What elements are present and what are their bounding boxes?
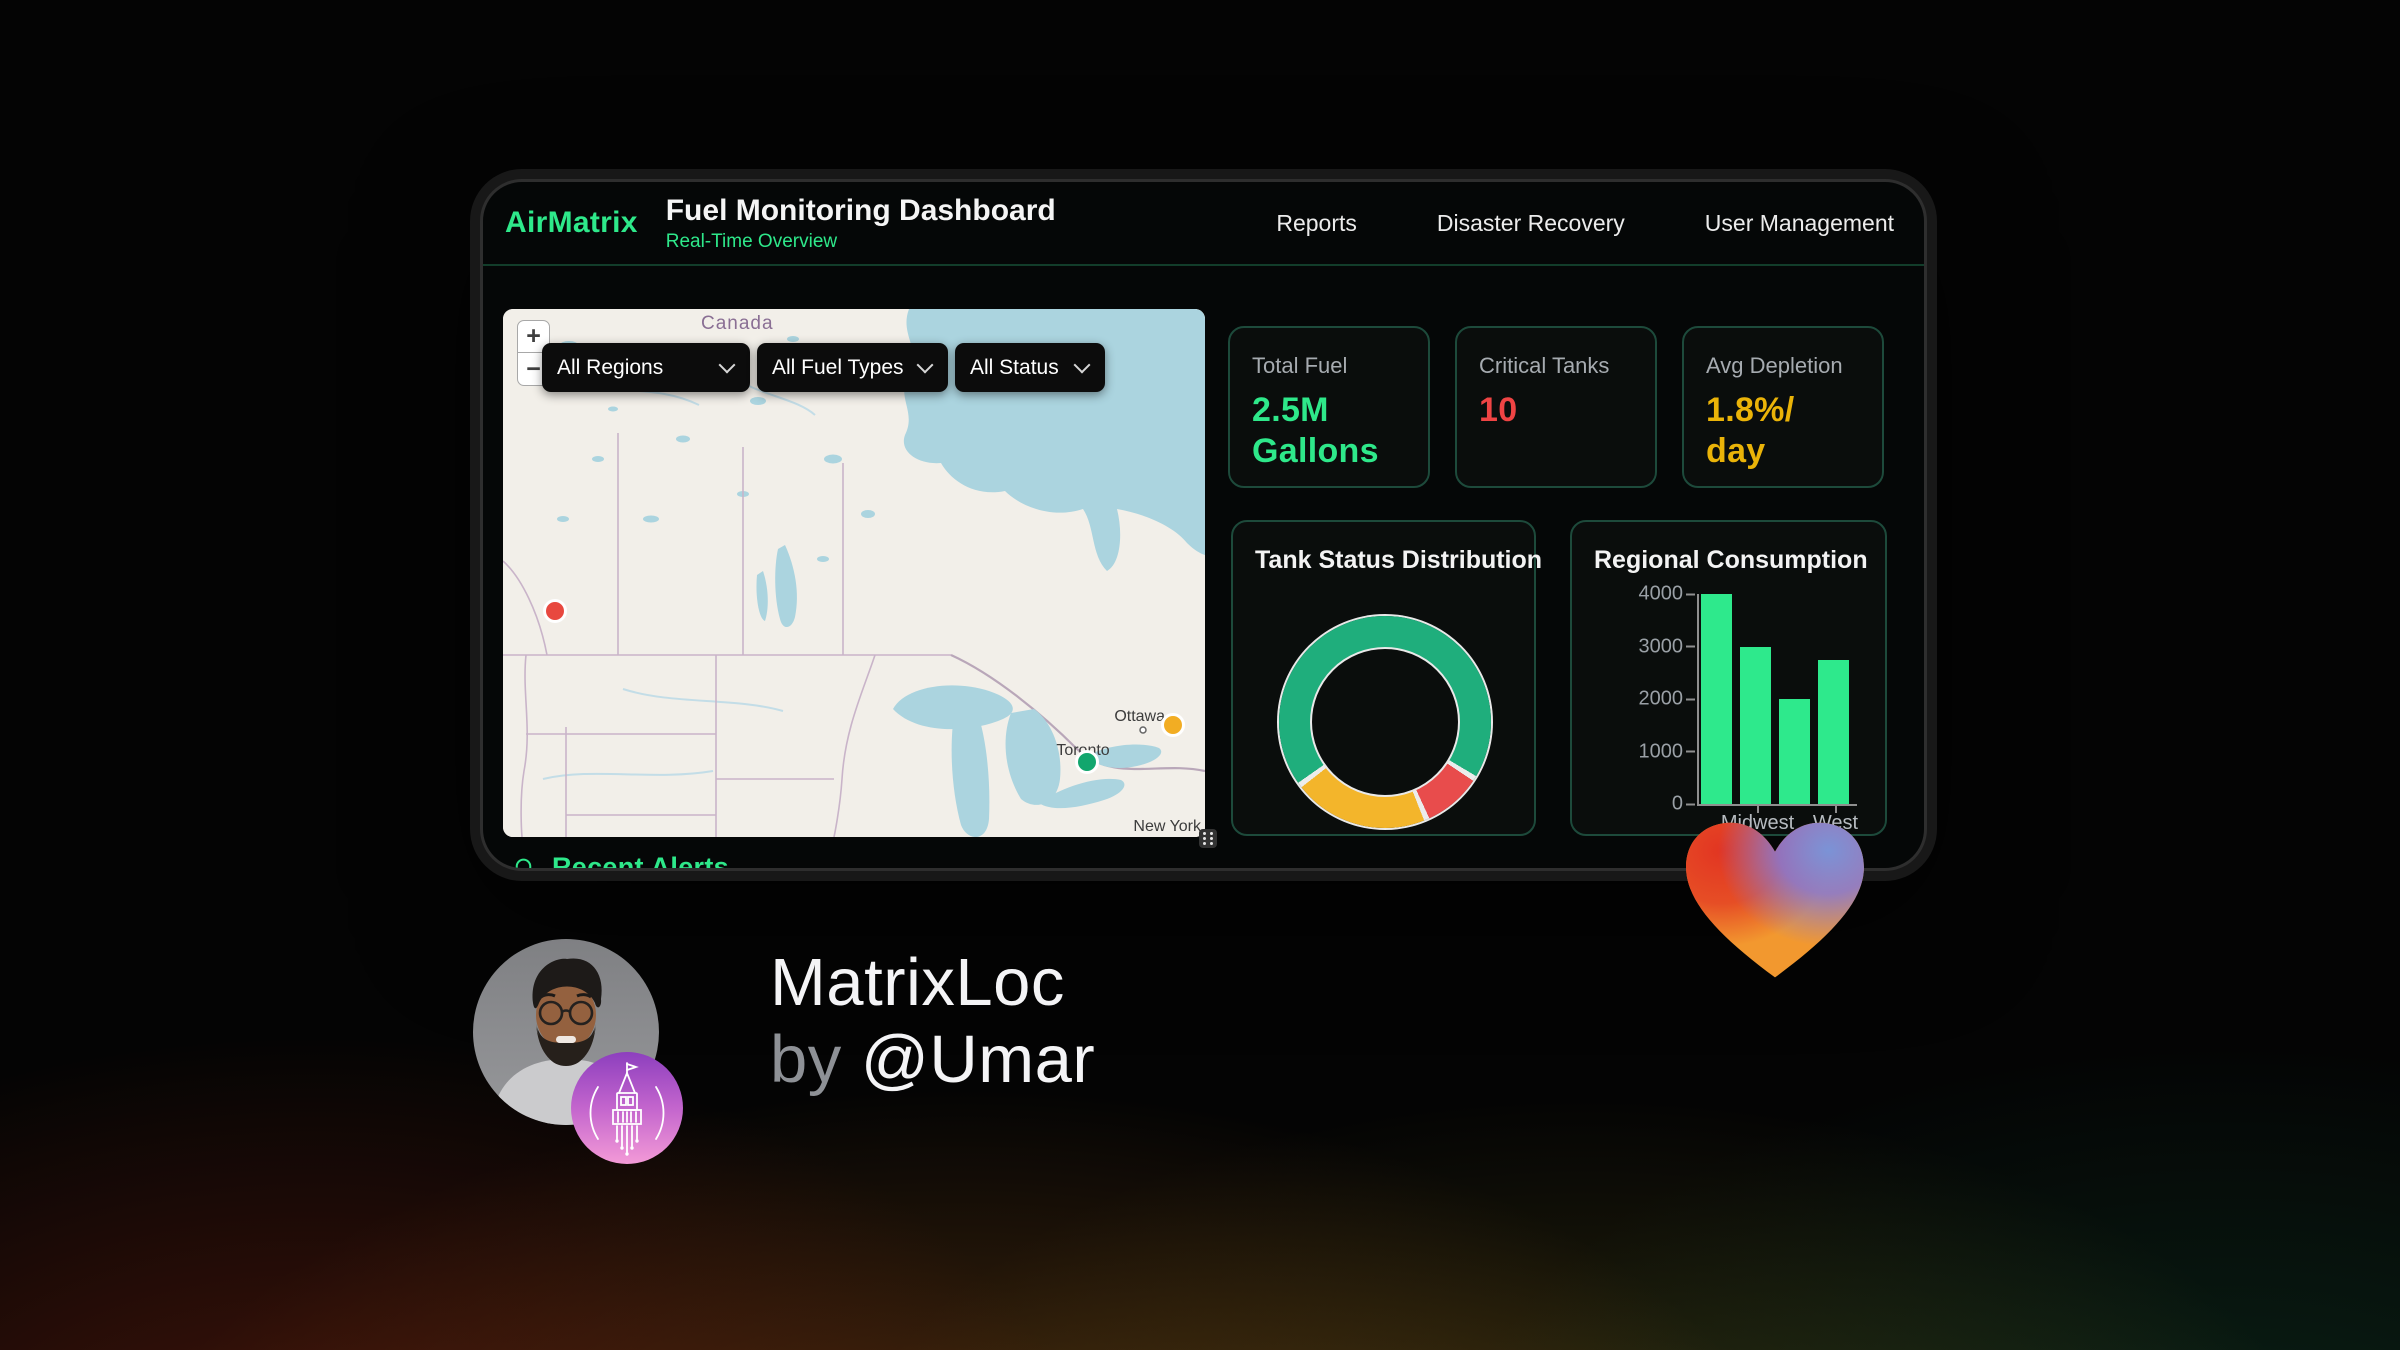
stat-label: Critical Tanks — [1479, 353, 1610, 378]
stat-value: 2.5M Gallons — [1252, 391, 1379, 470]
tank-marker-red[interactable] — [543, 599, 567, 623]
dashboard-window: AirMatrix Fuel Monitoring Dashboard Real… — [480, 179, 1927, 871]
recent-alerts-label: Recent Alerts — [552, 852, 729, 871]
tank-marker-green[interactable] — [1075, 750, 1099, 774]
nav-item-user-management[interactable]: User Management — [1704, 209, 1894, 236]
bar-chart-plot: 0 1000 2000 3000 4000 Midwest West — [1639, 583, 1859, 835]
stat-value: 10 — [1479, 391, 1518, 429]
map-great-lakes — [893, 685, 1162, 837]
stat-value: 1.8%/ day — [1706, 391, 1795, 470]
tower-badge-icon — [571, 1052, 683, 1164]
chevron-down-icon — [718, 356, 736, 374]
window-header: AirMatrix Fuel Monitoring Dashboard Real… — [483, 182, 1924, 266]
charts-row: Tank Status Distribution Regional Consum… — [1231, 520, 1887, 836]
bar — [1818, 659, 1849, 804]
y-tick: 4000 — [1639, 583, 1700, 606]
byline-prefix: by — [770, 1022, 842, 1097]
status-filter-value: All Status — [970, 355, 1059, 379]
stat-label: Avg Depletion — [1706, 353, 1843, 378]
map-label-ottawa: Ottawa — [1114, 708, 1165, 725]
bar — [1779, 699, 1810, 804]
bar — [1740, 646, 1771, 804]
page-subtitle: Real-Time Overview — [665, 230, 838, 252]
donut-hole — [1310, 647, 1460, 797]
map-intl-border — [950, 653, 1205, 773]
chevron-down-icon — [916, 356, 934, 374]
stat-card-avg-depletion: Avg Depletion 1.8%/ day — [1682, 326, 1884, 488]
author-handle: @Umar — [860, 1022, 1096, 1097]
fuel-types-filter-dropdown[interactable]: All Fuel Types — [757, 343, 948, 392]
map-label-new-york: New York — [1133, 818, 1202, 835]
map-lake-winnipeg — [756, 545, 797, 628]
bell-icon — [515, 858, 532, 868]
regions-filter-dropdown[interactable]: All Regions — [542, 343, 750, 392]
page-title: Fuel Monitoring Dashboard — [665, 193, 1056, 227]
chevron-down-icon — [1073, 356, 1091, 374]
app-name: MatrixLoc — [770, 945, 1065, 1020]
fuel-types-filter-value: All Fuel Types — [772, 355, 904, 379]
x-tick-mark — [1756, 806, 1759, 813]
drag-handle-icon[interactable] — [1199, 829, 1217, 848]
heart-icon — [1676, 815, 1874, 989]
y-tick: 1000 — [1639, 740, 1700, 763]
y-tick: 2000 — [1639, 688, 1700, 711]
regional-consumption-chart-card: Regional Consumption 0 1000 2000 3000 40… — [1570, 520, 1887, 836]
chart-title: Regional Consumption — [1594, 546, 1868, 574]
stat-card-total-fuel: Total Fuel 2.5M Gallons — [1228, 326, 1430, 488]
map-filter-bar: All Regions All Fuel Types All Status — [542, 343, 1105, 392]
tank-status-chart-card: Tank Status Distribution — [1231, 520, 1543, 836]
regions-filter-value: All Regions — [557, 355, 664, 379]
stat-label: Total Fuel — [1252, 353, 1348, 378]
bars-group — [1701, 594, 1855, 804]
map-label-canada: Canada — [701, 313, 774, 334]
status-filter-dropdown[interactable]: All Status — [955, 343, 1105, 392]
stat-card-critical-tanks: Critical Tanks 10 — [1455, 326, 1657, 488]
city-dot — [1139, 726, 1147, 734]
title-block: Fuel Monitoring Dashboard Real-Time Over… — [666, 194, 1056, 253]
community-badge — [570, 1051, 684, 1165]
chart-title: Tank Status Distribution — [1255, 546, 1543, 574]
nav-item-disaster-recovery[interactable]: Disaster Recovery — [1436, 209, 1625, 236]
recent-alerts-heading: Recent Alerts — [510, 852, 729, 871]
y-tick: 3000 — [1639, 635, 1700, 658]
tank-marker-yellow[interactable] — [1161, 713, 1185, 737]
stats-row: Total Fuel 2.5M Gallons Critical Tanks 1… — [1228, 326, 1884, 488]
bar — [1701, 594, 1732, 804]
x-tick-mark — [1834, 806, 1837, 813]
map-panel[interactable]: Canada Ottawa Toronto New York + − All R… — [503, 309, 1205, 837]
tank-status-donut-chart — [1279, 616, 1491, 828]
top-nav: Reports Disaster Recovery User Managemen… — [1276, 210, 1894, 237]
y-tick: 0 — [1672, 793, 1699, 816]
credit-text: MatrixLoc by @Umar — [770, 944, 1095, 1098]
map-borders — [503, 433, 951, 837]
brand-logo: AirMatrix — [505, 206, 638, 239]
nav-item-reports[interactable]: Reports — [1276, 209, 1357, 236]
